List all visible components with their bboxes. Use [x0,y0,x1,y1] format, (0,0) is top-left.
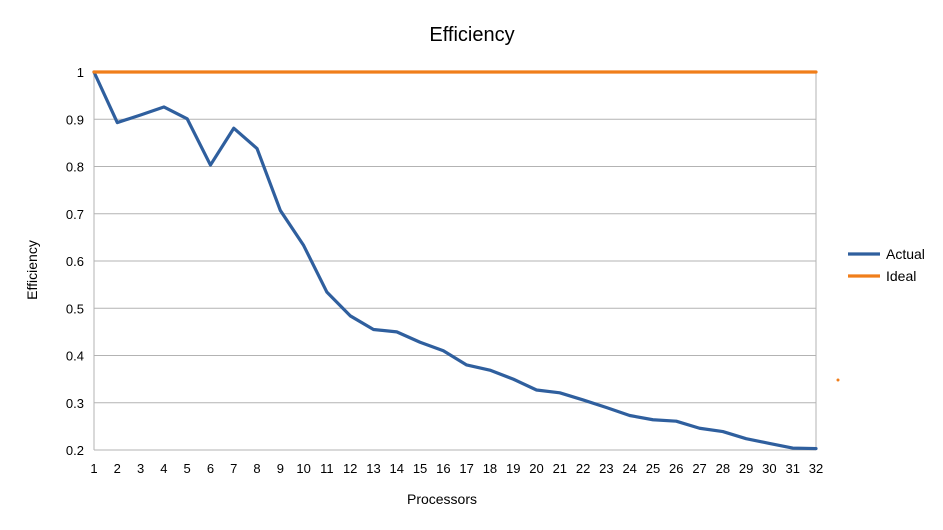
x-tick-label: 31 [785,461,799,476]
x-tick-label: 12 [343,461,357,476]
series-line-actual [92,70,818,451]
x-tick-label: 15 [413,461,427,476]
y-tick-label: 0.6 [66,254,84,269]
x-tick-label: 20 [529,461,543,476]
y-tick-label: 0.8 [66,160,84,175]
x-tick-label: 7 [230,461,237,476]
x-tick-label: 13 [366,461,380,476]
x-tick-label: 32 [809,461,823,476]
x-tick-label: 8 [253,461,260,476]
x-tick-label: 26 [669,461,683,476]
y-tick-label: 0.5 [66,301,84,316]
y-tick-label: 1 [77,65,84,80]
y-tick-label: 0.7 [66,207,84,222]
y-tick-label: 0.4 [66,349,84,364]
x-tick-label: 17 [459,461,473,476]
x-tick-label: 2 [114,461,121,476]
x-tick-label: 4 [160,461,167,476]
x-tick-label: 19 [506,461,520,476]
x-tick-label: 11 [320,461,334,476]
legend-label-actual: Actual [886,246,925,262]
x-tick-label: 28 [716,461,730,476]
x-tick-label: 6 [207,461,214,476]
x-tick-label: 23 [599,461,613,476]
x-tick-label: 10 [296,461,310,476]
x-tick-label: 27 [692,461,706,476]
x-tick-labels: 1 2 3 4 5 6 7 8 9 10 11 12 13 14 15 16 17 18 19 20 21 22 23 24 2… [90,461,823,476]
legend-label-ideal: Ideal [886,268,916,284]
y-axis-title: Efficiency [24,240,40,300]
x-tick-label: 5 [184,461,191,476]
x-tick-label: 24 [622,461,636,476]
x-tick-label: 25 [646,461,660,476]
x-tick-label: 22 [576,461,590,476]
x-tick-label: 9 [277,461,284,476]
y-tick-labels: 0.2 0.3 0.4 0.5 0.6 0.7 0.8 0.9 1 [66,65,84,458]
y-tick-label: 0.3 [66,396,84,411]
x-tick-label: 21 [553,461,567,476]
legend: Actual Ideal [848,246,925,284]
x-tick-label: 16 [436,461,450,476]
x-tick-label: 14 [390,461,404,476]
y-tick-label: 0.2 [66,443,84,458]
x-tick-label: 30 [762,461,776,476]
x-tick-label: 1 [90,461,97,476]
stray-marker [836,378,840,382]
chart-title: Efficiency [429,24,514,46]
y-tick-label: 0.9 [66,112,84,127]
gridlines [93,71,817,451]
x-tick-label: 29 [739,461,753,476]
x-tick-label: 3 [137,461,144,476]
x-axis-title: Processors [407,491,477,507]
series-lines [92,70,818,451]
x-tick-label: 18 [483,461,497,476]
